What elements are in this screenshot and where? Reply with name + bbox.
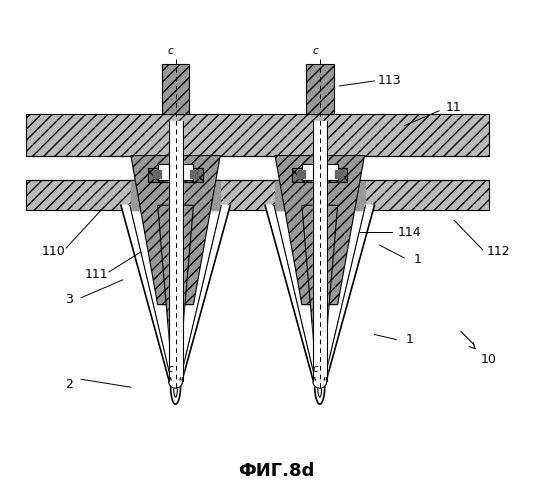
Bar [302,164,338,180]
Text: c: c [168,46,174,56]
Polygon shape [169,382,182,388]
Text: 1: 1 [413,254,421,266]
Bar [27,180,489,210]
Text: c: c [312,46,318,56]
Polygon shape [170,386,180,404]
Text: 112: 112 [487,246,510,258]
Text: 1: 1 [405,333,413,346]
Polygon shape [315,386,325,404]
Text: 2: 2 [65,378,73,391]
Text: 114: 114 [398,226,421,238]
Polygon shape [179,205,230,386]
Polygon shape [169,120,182,376]
Polygon shape [302,205,338,344]
Polygon shape [190,170,199,178]
Polygon shape [158,205,194,344]
Polygon shape [338,180,364,210]
Bar [161,64,190,114]
Text: 113: 113 [378,74,401,88]
Polygon shape [335,170,343,178]
Polygon shape [313,382,327,388]
Polygon shape [121,205,173,386]
Text: c: c [312,364,318,374]
Polygon shape [275,180,302,210]
Bar [293,168,347,182]
Polygon shape [131,156,220,304]
Text: 10: 10 [481,353,497,366]
Text: 11: 11 [446,102,462,114]
Polygon shape [27,156,489,180]
Bar [27,114,489,156]
Bar [148,168,203,182]
Polygon shape [265,205,317,386]
Text: 110: 110 [41,246,65,258]
Text: 111: 111 [84,268,108,281]
Bar [158,164,194,180]
Polygon shape [153,170,161,178]
Polygon shape [297,170,305,178]
Polygon shape [313,120,327,376]
Polygon shape [131,180,158,210]
Text: c: c [168,364,174,374]
Text: ФИГ.8d: ФИГ.8d [238,462,314,480]
Polygon shape [323,205,374,386]
Bar [306,64,333,114]
Polygon shape [194,180,220,210]
Polygon shape [275,156,364,304]
Text: 3: 3 [65,293,73,306]
